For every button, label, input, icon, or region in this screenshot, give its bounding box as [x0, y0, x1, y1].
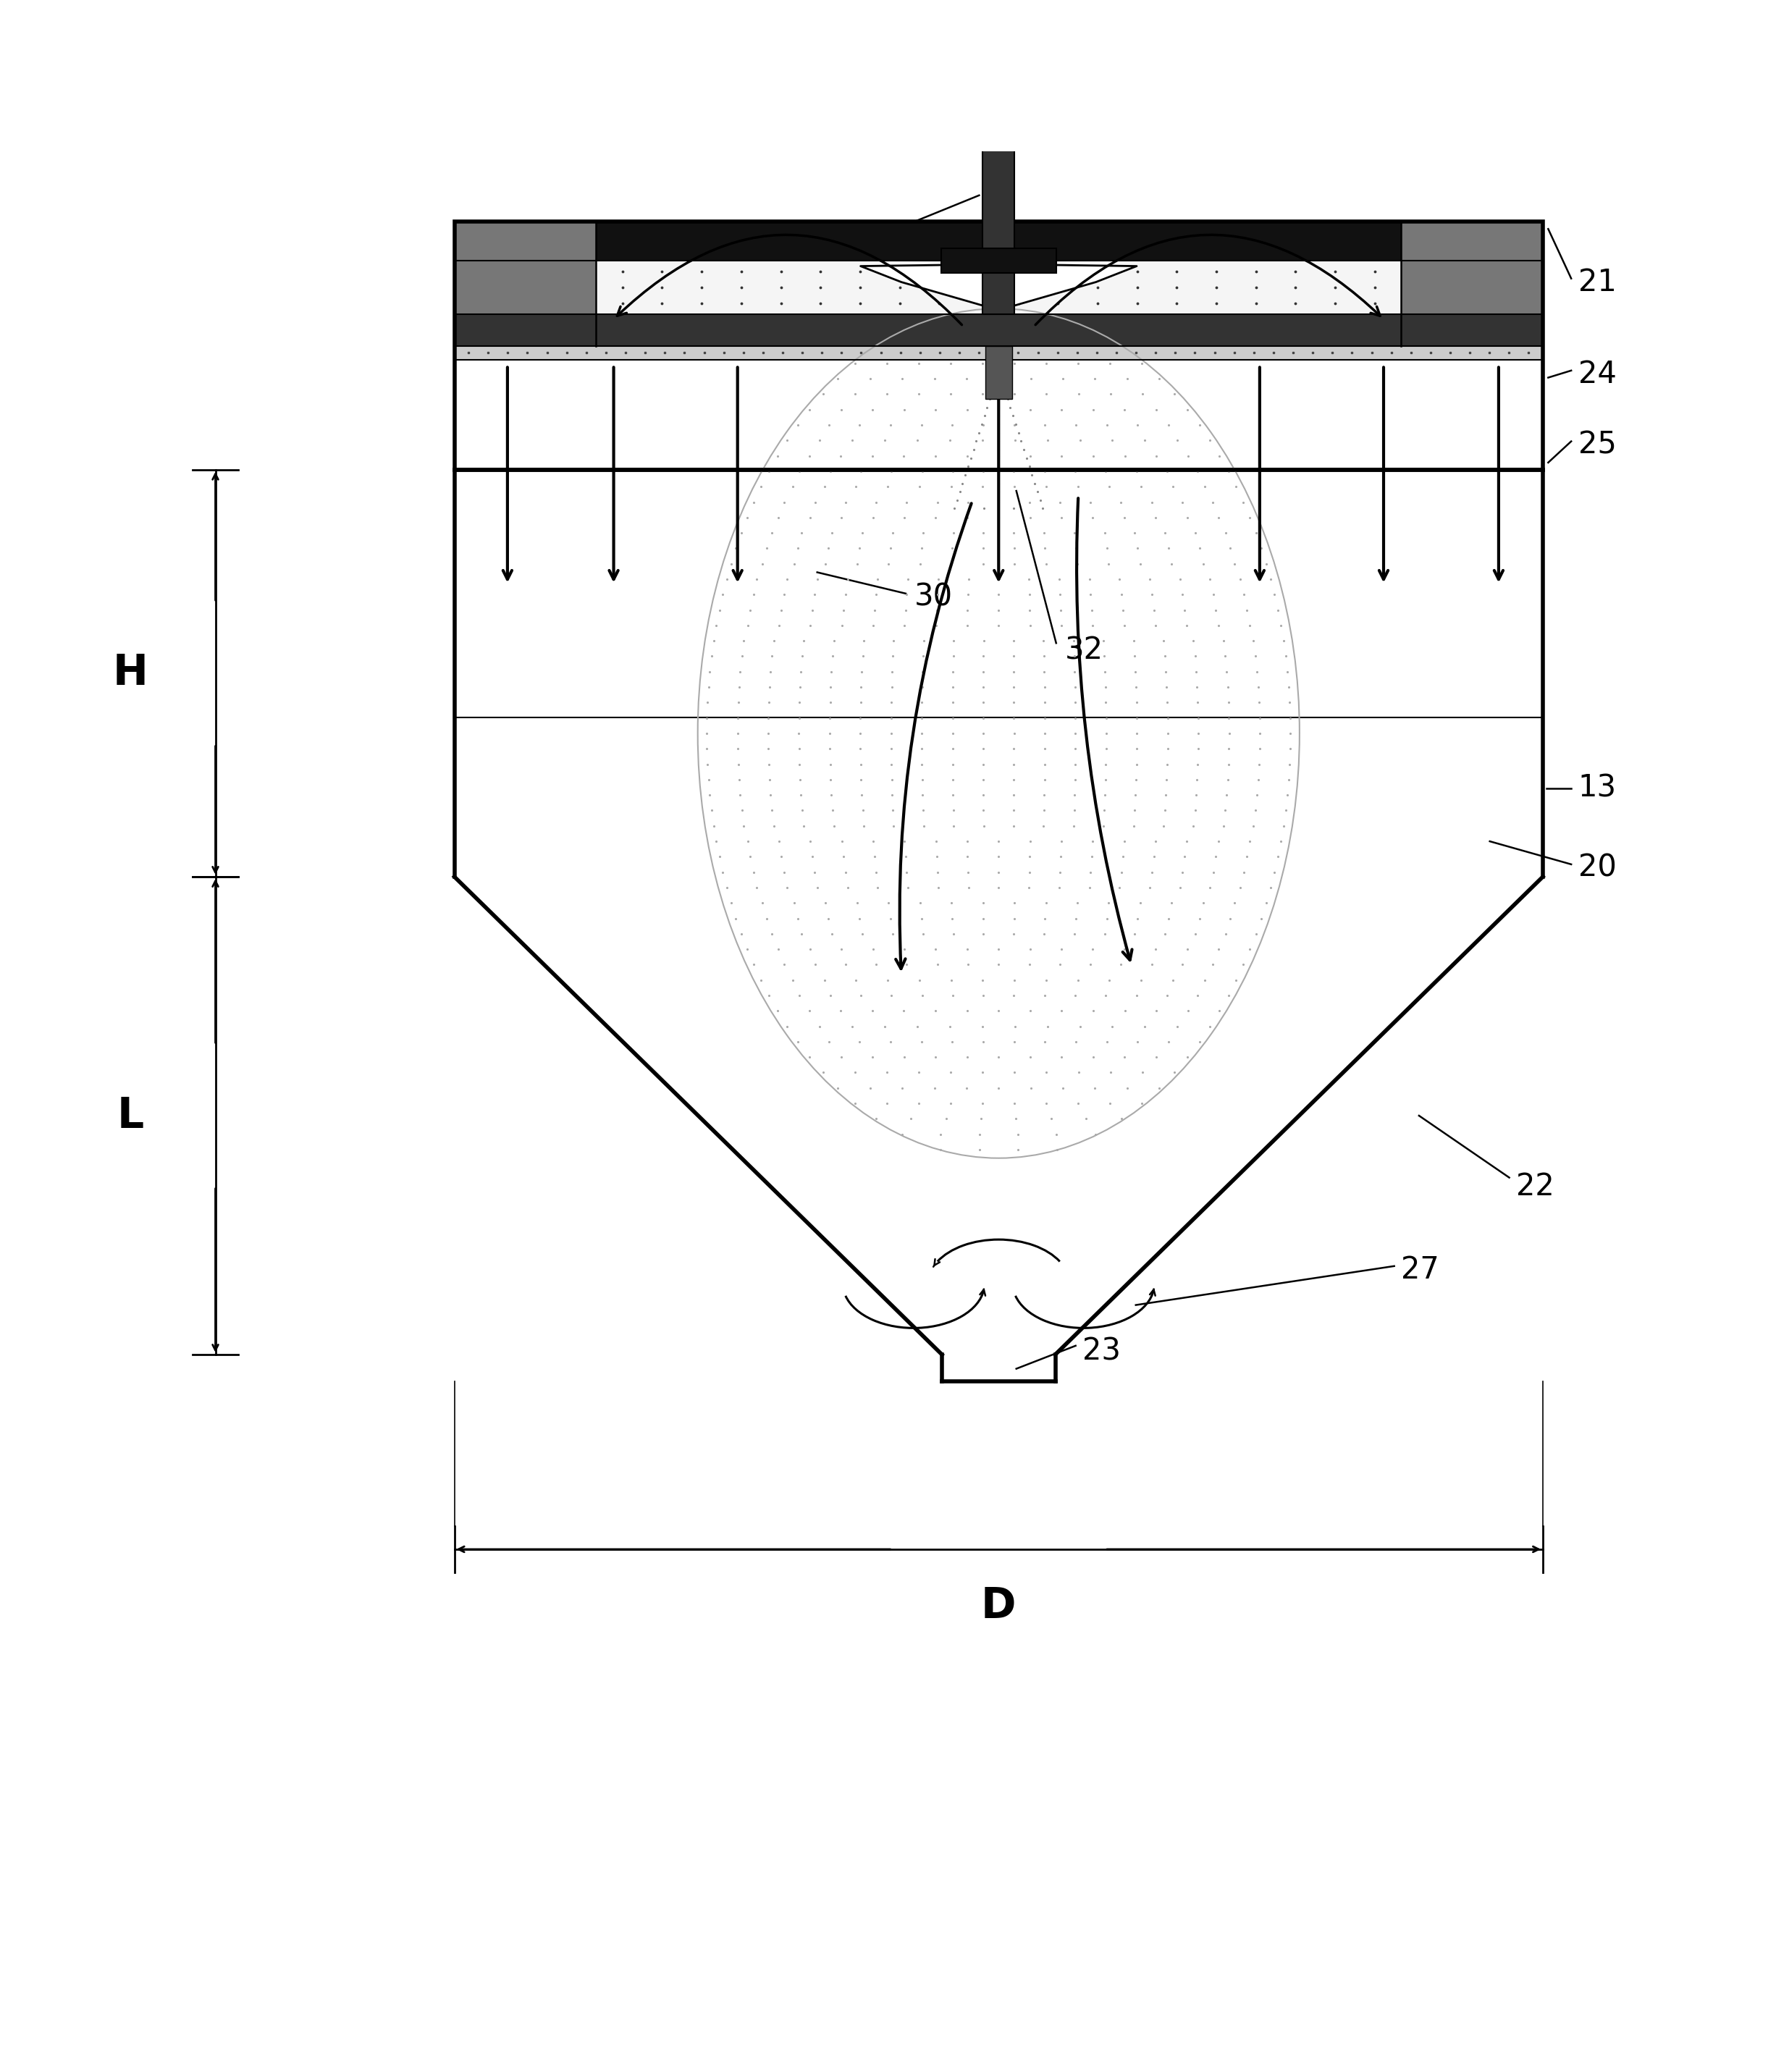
Text: 22: 22 — [1517, 1171, 1554, 1202]
Text: 27: 27 — [1401, 1254, 1440, 1285]
Bar — [941, 249, 1057, 274]
Text: 20: 20 — [1579, 854, 1616, 883]
Bar — [455, 346, 1543, 361]
Text: 24: 24 — [1579, 358, 1616, 390]
Text: 30: 30 — [915, 582, 954, 613]
Bar — [455, 222, 597, 346]
Bar — [597, 222, 1401, 261]
Text: 25: 25 — [1579, 429, 1616, 460]
Polygon shape — [861, 265, 993, 309]
Text: L: L — [117, 1094, 144, 1135]
Text: 13: 13 — [1579, 773, 1616, 804]
Text: H: H — [112, 653, 147, 694]
Bar — [455, 222, 1543, 470]
Text: D: D — [980, 1585, 1016, 1627]
Text: 23: 23 — [1083, 1336, 1121, 1365]
Text: 32: 32 — [1066, 634, 1103, 665]
Polygon shape — [1003, 265, 1137, 309]
Bar — [982, 116, 1014, 313]
Bar — [1401, 222, 1543, 346]
Bar — [986, 346, 1012, 398]
Bar — [597, 261, 1401, 313]
Text: 21: 21 — [1579, 267, 1616, 296]
Text: 31: 31 — [808, 224, 847, 255]
Bar — [455, 313, 1543, 346]
